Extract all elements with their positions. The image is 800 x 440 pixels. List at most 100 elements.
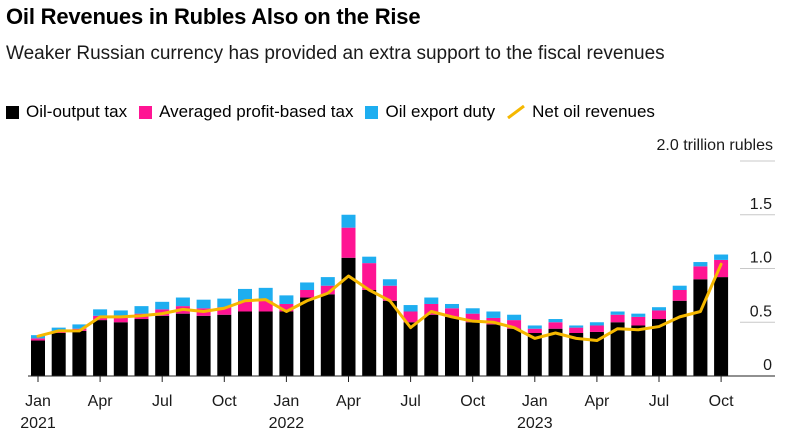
y-tick-label: 0 (763, 357, 772, 374)
bar-segment (465, 322, 480, 376)
bar-segment (569, 325, 584, 328)
bar-segment (589, 331, 604, 376)
bar-segment (445, 308, 459, 317)
bar-segment (320, 294, 335, 376)
bar-segment (569, 333, 584, 376)
x-tick-label: Oct (460, 393, 485, 410)
bar-segment (341, 227, 356, 258)
net-revenue-line (36, 262, 723, 343)
bar-segment (610, 322, 625, 376)
x-tick-label: Jul (649, 393, 669, 410)
legend-swatch (139, 105, 153, 119)
bar-segment (693, 266, 708, 280)
bar-segment (258, 300, 273, 312)
x-tick-label: Oct (212, 393, 237, 410)
bar-segment (362, 290, 377, 376)
bar-segment (93, 309, 108, 316)
bar-segment (155, 301, 170, 310)
bar-segment (403, 305, 418, 312)
x-tick-label: Jul (152, 393, 172, 410)
bar-segment (465, 313, 480, 323)
bar-segment (486, 311, 501, 318)
legend-label: Oil-output tax (26, 102, 128, 121)
bar-segment (507, 328, 522, 376)
bar-segment (631, 313, 646, 317)
bar-segment (382, 279, 397, 286)
bar-segment (362, 256, 377, 264)
x-tick-year-label: 2022 (269, 415, 305, 432)
bar-segment (72, 330, 87, 376)
bar-stacks (31, 214, 729, 376)
bar-segment (362, 263, 377, 290)
bar-segment (300, 282, 315, 290)
bar-segment (175, 297, 190, 307)
y-tick-label: 0.5 (750, 303, 772, 320)
bar-segment (527, 325, 542, 329)
legend-label: Oil export duty (385, 102, 496, 121)
bar-segment (196, 315, 211, 376)
bar-segment (486, 324, 501, 376)
bar-segment (693, 279, 708, 376)
bar-segment (507, 314, 522, 321)
legend-line-swatch (507, 105, 525, 119)
x-tick-label: Jan (25, 393, 51, 410)
bar-segment (424, 303, 439, 315)
bar-segment (527, 328, 542, 333)
legend-item-export-duty: Oil export duty (365, 102, 495, 122)
legend-label: Net oil revenues (532, 102, 655, 121)
bar-segment (93, 320, 108, 376)
bar-segment (155, 315, 170, 376)
bar-segment (631, 325, 646, 376)
bar-segment (589, 322, 604, 326)
chart-subtitle: Weaker Russian currency has provided an … (6, 43, 665, 64)
bar-segment (320, 285, 335, 295)
bar-segment (279, 303, 294, 312)
bar-segment (424, 297, 439, 304)
bar-segment (714, 277, 729, 376)
bar-segment (31, 338, 45, 341)
bar-segment (72, 324, 87, 329)
legend-swatch (365, 105, 379, 119)
bar-segment (300, 290, 315, 298)
bar-segment (279, 311, 294, 376)
x-tick-label: Jan (522, 393, 548, 410)
bar-segment (341, 214, 356, 228)
bar-segment (279, 295, 294, 304)
bar-segment (569, 327, 584, 333)
x-tick-label: Apr (88, 393, 114, 410)
x-tick-label: Jan (274, 393, 300, 410)
x-axis: Jan 2021 Apr Jul Oct Jan 2022 Apr Jul Oct Jan 2023 A… (20, 375, 775, 432)
bar-segment (652, 310, 666, 320)
bar-segment (424, 314, 439, 376)
legend-item-oil-output-tax: Oil-output tax (6, 102, 127, 122)
bar-segment (300, 297, 315, 376)
bar-segment (672, 290, 687, 301)
chart-title: Oil Revenues in Rubles Also on the Rise (6, 4, 421, 29)
bar-segment (693, 262, 708, 267)
bar-segment (217, 307, 232, 315)
bar-segment (610, 311, 625, 315)
bar-segment (507, 320, 522, 329)
bar-segment (238, 311, 252, 376)
bar-segment (714, 254, 729, 260)
bar-segment (113, 310, 128, 317)
bar-segment (217, 314, 232, 376)
legend-item-net-oil-revenues: Net oil revenues (507, 102, 655, 122)
bar-segment (445, 316, 459, 376)
legend: Oil-output tax Averaged profit-based tax… (6, 102, 667, 122)
y-unit-label: 2.0 trillion rubles (657, 137, 774, 154)
gridlines (740, 160, 775, 323)
bar-segment (196, 299, 211, 309)
x-tick-year-label: 2021 (20, 415, 56, 432)
bar-segment (403, 311, 418, 323)
bar-segment (134, 306, 149, 314)
bar-segment (258, 311, 273, 376)
bar-segment (258, 287, 273, 301)
bar-segment (51, 333, 66, 376)
bar-segment (527, 333, 542, 376)
bar-segment (548, 319, 563, 323)
bar-segment (589, 325, 604, 332)
x-tick-label: Apr (584, 393, 610, 410)
y-tick-label: 1.5 (750, 196, 772, 213)
